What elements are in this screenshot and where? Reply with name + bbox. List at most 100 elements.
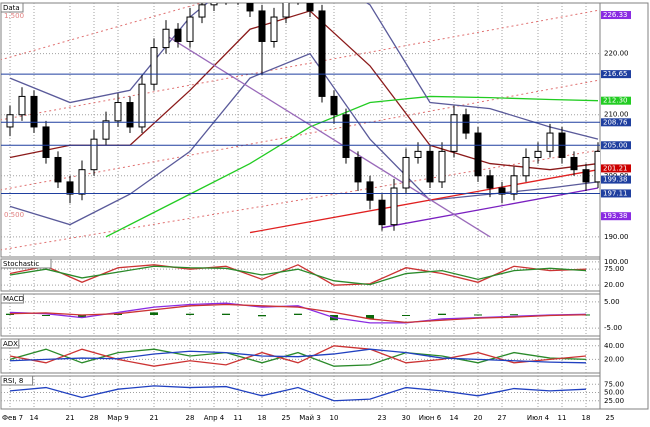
- histogram-bar: [150, 312, 158, 315]
- panel-title: ADX: [3, 340, 18, 348]
- level-label: 201.21: [603, 164, 628, 172]
- fib-channel: [1, 79, 600, 191]
- candle-body: [126, 102, 134, 128]
- candle-body: [246, 3, 254, 12]
- level-label: 193.38: [603, 212, 628, 220]
- candle-body: [354, 156, 362, 183]
- y-tick-label: 190.00: [604, 233, 629, 241]
- level-tag: [601, 11, 631, 20]
- panel-title: Stochastic: [3, 260, 39, 268]
- overlay-line: [105, 95, 599, 238]
- level-tag: [601, 212, 631, 221]
- candle-body: [90, 138, 98, 171]
- x-tick-label: 21: [150, 414, 159, 422]
- x-tick-label: Май 3: [299, 414, 321, 422]
- level-label: 199.38: [603, 176, 628, 184]
- x-tick-label: 25: [282, 414, 291, 422]
- y-tick-label: 20.00: [604, 355, 624, 363]
- histogram-bar: [78, 315, 86, 318]
- candle-body: [210, 3, 218, 6]
- x-tick-label: 28: [90, 414, 99, 422]
- candle-body: [414, 150, 422, 158]
- candle-body: [6, 114, 14, 128]
- candle-body: [486, 175, 494, 189]
- panel-title: Data: [3, 4, 20, 12]
- candle-body: [318, 10, 326, 97]
- candle-body: [258, 10, 266, 42]
- candle-body: [102, 120, 110, 140]
- x-tick-label: 27: [498, 414, 507, 422]
- level-tag: [601, 189, 631, 198]
- candle-body: [546, 132, 554, 152]
- histogram-bar: [510, 314, 518, 316]
- histogram-bar: [186, 313, 194, 315]
- histogram-bar: [366, 315, 374, 319]
- x-tick-label: Мар 9: [107, 414, 128, 422]
- fib-channel: [1, 149, 600, 251]
- x-tick-label: Фев 7: [2, 414, 23, 422]
- y-tick-label: 75.00: [604, 265, 624, 273]
- indicator-line: [9, 348, 587, 364]
- x-tick-label: 10: [330, 414, 339, 422]
- candle-body: [570, 156, 578, 171]
- panel-title-box: [0, 375, 34, 386]
- candle-body: [270, 16, 278, 42]
- indicator-line: [9, 345, 587, 367]
- level-tag: [601, 175, 631, 184]
- panel-title-box: [0, 293, 24, 304]
- histogram-bar: [6, 313, 14, 315]
- y-tick-label: 25.00: [604, 397, 624, 405]
- y-tick-label: 100.00: [604, 258, 629, 266]
- level-tag: [601, 141, 631, 150]
- fib-label: 1.500: [4, 12, 24, 20]
- level-tag: [601, 70, 631, 79]
- candle-body: [510, 175, 518, 195]
- candle-body: [150, 47, 158, 85]
- candle-body: [66, 181, 74, 195]
- candle-body: [282, 3, 290, 18]
- candle-body: [438, 150, 446, 183]
- panel-frame: [0, 2, 601, 258]
- level-label: 212.30: [603, 97, 628, 105]
- indicator-line: [9, 385, 587, 402]
- candle-body: [534, 150, 542, 158]
- y-tick-label: 5.00: [604, 298, 620, 306]
- level-label: 216.65: [603, 70, 628, 78]
- overlay-line: [9, 3, 599, 140]
- candle-body: [402, 156, 410, 189]
- indicator-line: [9, 303, 587, 324]
- x-tick-label: 14: [450, 414, 459, 422]
- panel-title-box: [0, 2, 24, 13]
- x-tick-label: Июн 6: [419, 414, 442, 422]
- x-tick-label: 11: [234, 414, 243, 422]
- x-tick-label: 11: [558, 414, 567, 422]
- overlay-line: [9, 52, 599, 226]
- x-tick-label: 25: [606, 414, 615, 422]
- price-panel: [1, 3, 600, 251]
- x-tick-label: Апр 4: [204, 414, 225, 422]
- panel-title: MACD: [3, 295, 24, 303]
- x-tick-label: 18: [582, 414, 591, 422]
- panel-frame: [0, 258, 601, 292]
- candle-body: [198, 4, 206, 18]
- level-label: 197.11: [603, 189, 628, 197]
- overlay-line: [165, 34, 491, 238]
- histogram-bar: [294, 313, 302, 315]
- candle-body: [78, 169, 86, 195]
- candle-body: [582, 169, 590, 183]
- panel-title-box: [0, 338, 20, 349]
- y-tick-label: -5.00: [604, 324, 622, 332]
- x-tick-label: 20: [474, 414, 483, 422]
- histogram-bar: [222, 313, 230, 315]
- level-label: 208.76: [603, 118, 628, 126]
- x-tick-label: Июл 4: [527, 414, 550, 422]
- candle-body: [522, 156, 530, 177]
- panel-frame: [0, 375, 601, 410]
- histogram-bar: [438, 313, 446, 315]
- candle-body: [474, 132, 482, 177]
- fib-channel: [1, 9, 600, 121]
- histogram-bar: [402, 315, 410, 316]
- candle-body: [462, 114, 470, 134]
- overlay-line: [249, 169, 599, 234]
- candle-body: [378, 199, 386, 226]
